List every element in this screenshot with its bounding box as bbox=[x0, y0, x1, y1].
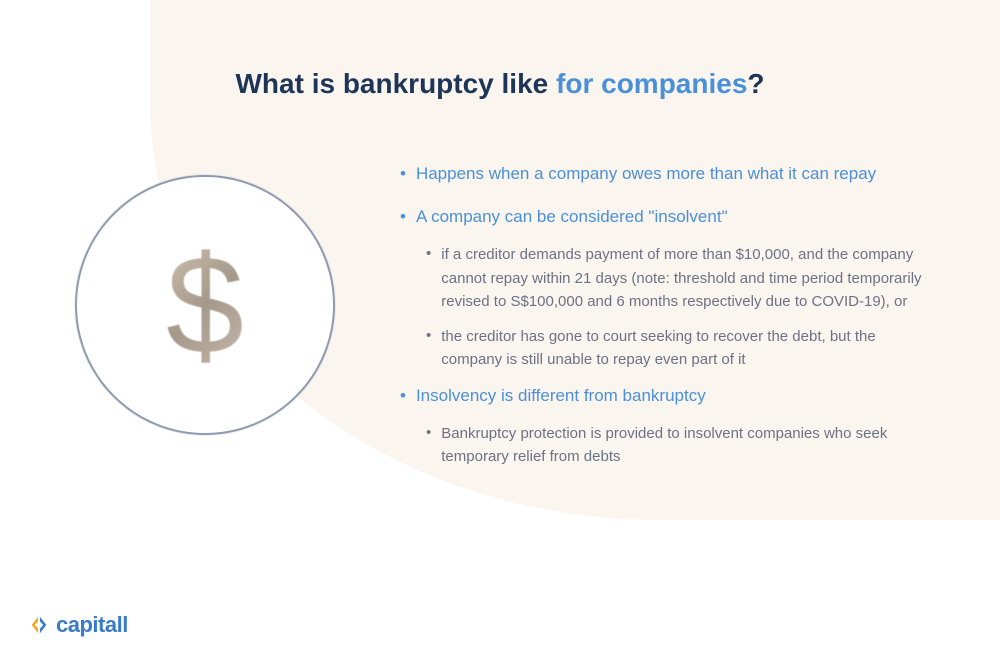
bullet-text: Bankruptcy protection is provided to ins… bbox=[441, 422, 940, 469]
bullet-sub-1: • if a creditor demands payment of more … bbox=[426, 243, 940, 313]
bullet-icon: • bbox=[426, 422, 431, 445]
capitall-logo-icon bbox=[28, 614, 50, 636]
page-title: What is bankruptcy like for companies? bbox=[0, 68, 1000, 100]
title-segment-2: for companies bbox=[556, 68, 747, 99]
bullet-icon: • bbox=[400, 384, 406, 408]
bullet-main-3: • Insolvency is different from bankruptc… bbox=[400, 384, 940, 409]
bullet-icon: • bbox=[426, 325, 431, 348]
bullet-text: Happens when a company owes more than wh… bbox=[416, 162, 876, 187]
title-segment-3: ? bbox=[747, 68, 764, 99]
bullet-icon: • bbox=[400, 162, 406, 186]
bullet-text: Insolvency is different from bankruptcy bbox=[416, 384, 706, 409]
dollar-sign-icon: $ bbox=[166, 235, 244, 375]
brand-logo-text: capitall bbox=[56, 612, 128, 638]
bullet-text: if a creditor demands payment of more th… bbox=[441, 243, 940, 313]
bullet-text: the creditor has gone to court seeking t… bbox=[441, 325, 940, 372]
bullet-icon: • bbox=[426, 243, 431, 266]
bullet-icon: • bbox=[400, 205, 406, 229]
content-area: • Happens when a company owes more than … bbox=[400, 162, 940, 481]
bullet-text: A company can be considered "insolvent" bbox=[416, 205, 728, 230]
bullet-sub-2: • the creditor has gone to court seeking… bbox=[426, 325, 940, 372]
bullet-sub-3: • Bankruptcy protection is provided to i… bbox=[426, 422, 940, 469]
bullet-main-1: • Happens when a company owes more than … bbox=[400, 162, 940, 187]
title-segment-1: What is bankruptcy like bbox=[235, 68, 556, 99]
dollar-circle-graphic: $ bbox=[75, 175, 335, 435]
brand-logo: capitall bbox=[28, 612, 128, 638]
bullet-main-2: • A company can be considered "insolvent… bbox=[400, 205, 940, 230]
